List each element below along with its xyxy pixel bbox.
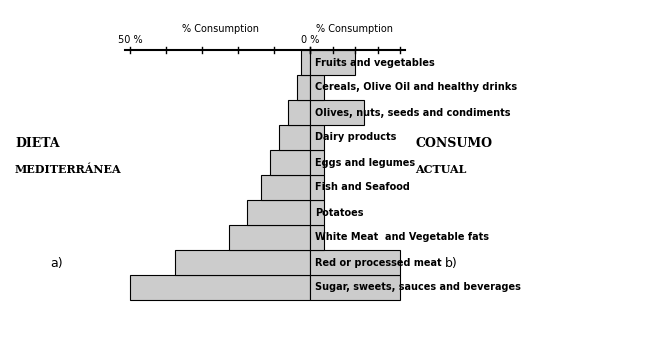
Text: DIETA: DIETA [15, 137, 59, 150]
Bar [310, 50, 355, 75]
Text: 50 %: 50 % [117, 35, 143, 45]
Text: % Consumption: % Consumption [317, 24, 393, 34]
Bar [261, 175, 310, 200]
Bar [301, 50, 310, 75]
Text: a): a) [50, 257, 63, 270]
Text: Fruits and vegetables: Fruits and vegetables [315, 57, 435, 68]
Bar [310, 150, 323, 175]
Text: White Meat  and Vegetable fats: White Meat and Vegetable fats [315, 233, 489, 242]
Text: Sugar, sweets, sauces and beverages: Sugar, sweets, sauces and beverages [315, 283, 521, 292]
Text: Dairy products: Dairy products [315, 133, 397, 142]
Text: % Consumption: % Consumption [182, 24, 259, 34]
Bar [310, 75, 323, 100]
Bar [247, 200, 310, 225]
Text: CONSUMO: CONSUMO [415, 137, 492, 150]
Bar [175, 250, 310, 275]
Bar [310, 200, 323, 225]
Bar [279, 125, 310, 150]
Bar [229, 225, 310, 250]
Text: Eggs and legumes: Eggs and legumes [315, 157, 415, 168]
Bar [310, 100, 364, 125]
Text: Potatoes: Potatoes [315, 207, 364, 218]
Bar [310, 250, 400, 275]
Bar [296, 75, 310, 100]
Bar [310, 125, 323, 150]
Text: 0 %: 0 % [301, 35, 319, 45]
Bar [269, 150, 310, 175]
Text: Olives, nuts, seeds and condiments: Olives, nuts, seeds and condiments [315, 107, 510, 118]
Text: ACTUAL: ACTUAL [415, 164, 467, 175]
Text: Red or processed meat: Red or processed meat [315, 257, 442, 268]
Bar [130, 275, 310, 300]
Text: MEDITERRÁNEA: MEDITERRÁNEA [15, 164, 121, 175]
Bar [310, 225, 323, 250]
Bar [288, 100, 310, 125]
Text: Fish and Seafood: Fish and Seafood [315, 183, 410, 192]
Bar [310, 175, 323, 200]
Text: Cereals, Olive Oil and healthy drinks: Cereals, Olive Oil and healthy drinks [315, 83, 517, 92]
Bar [310, 275, 400, 300]
Text: b): b) [445, 257, 458, 270]
